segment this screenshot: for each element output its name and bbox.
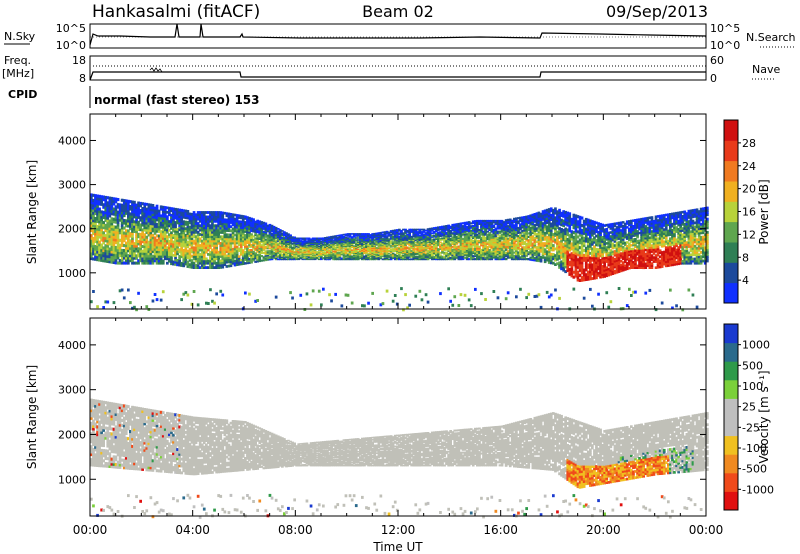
y-tick-label: 3000 <box>58 384 86 397</box>
colorbar-tick-label: 12 <box>742 228 756 241</box>
colorbar-swatch <box>724 472 738 492</box>
y-tick-label: 3000 <box>58 179 86 192</box>
x-tick-label: 00:00 <box>689 523 724 537</box>
nsearch-tick-top: 10^5 <box>710 22 740 35</box>
power-echo-area <box>90 193 709 312</box>
x-tick-label: 04:00 <box>175 523 210 537</box>
cpid-label: CPID <box>8 88 37 101</box>
colorbar-tick-label: 24 <box>742 160 756 173</box>
power-ylabel: Slant Range [km] <box>25 160 39 264</box>
station-title: Hankasalmi (fitACF) <box>92 2 260 22</box>
colorbar-swatch <box>724 454 738 474</box>
power-colorbar: 4 8 12 16 20 24 28 <box>723 119 756 304</box>
nsky-panel <box>89 23 707 49</box>
colorbar-swatch <box>724 435 738 455</box>
nave-tick-top: 60 <box>710 54 724 67</box>
freq-tick-top: 18 <box>72 54 86 67</box>
colorbar-tick-label: -1000 <box>742 483 774 496</box>
colorbar-swatch <box>724 262 738 284</box>
x-tick-label: 20:00 <box>586 523 621 537</box>
colorbar-tick-label: 8 <box>742 251 749 264</box>
colorbar-tick-label: 20 <box>742 183 756 196</box>
colorbar-tick-label: 28 <box>742 137 756 150</box>
colorbar-tick-label: 25 <box>742 401 756 414</box>
colorbar-tick-label: -500 <box>742 463 767 476</box>
freq-label: Freq. <box>4 54 31 67</box>
colorbar-tick-label: 16 <box>742 206 756 219</box>
velocity-axes: 1000 2000 3000 4000 <box>58 318 707 516</box>
colorbar-swatch <box>724 342 738 362</box>
x-tick-label: 16:00 <box>483 523 518 537</box>
colorbar-swatch <box>724 361 738 381</box>
nave-tick-bottom: 0 <box>710 72 717 85</box>
beam-title: Beam 02 <box>362 2 434 21</box>
colorbar-swatch <box>724 221 738 243</box>
date-title: 09/Sep/2013 <box>606 2 708 21</box>
freq-panel <box>89 55 707 81</box>
colorbar-tick-label: 500 <box>742 359 763 372</box>
nsky-trace <box>89 23 707 46</box>
cpid-text: normal (fast stereo) 153 <box>94 93 260 107</box>
colorbar-tick-label: 4 <box>742 274 749 287</box>
colorbar-tick-label: 100 <box>742 380 763 393</box>
y-tick-label: 2000 <box>58 223 86 236</box>
power-colorbar-label: Power [dB] <box>757 179 771 244</box>
nsky-label: N.Sky <box>4 30 36 43</box>
colorbar-swatch <box>724 324 738 344</box>
colorbar-swatch <box>724 379 738 399</box>
velocity-echo-area <box>90 398 709 519</box>
time-axis: 00:00 04:00 08:00 12:00 16:00 20:00 00:00 <box>73 523 724 537</box>
freq-trace <box>89 71 706 81</box>
nsky-tick-bottom: 10^0 <box>56 39 86 52</box>
freq-unit: [MHz] <box>2 67 34 80</box>
colorbar-swatch <box>724 398 738 418</box>
colorbar-tick-label: 1000 <box>742 339 770 352</box>
colorbar-tick-label: -25 <box>742 421 760 434</box>
velocity-ylabel: Slant Range [km] <box>25 365 39 469</box>
y-tick-label: 1000 <box>58 473 86 486</box>
y-tick-label: 4000 <box>58 134 86 147</box>
x-tick-label: 08:00 <box>278 523 313 537</box>
nsearch-label: N.Search <box>746 31 796 44</box>
colorbar-swatch <box>724 160 738 182</box>
colorbar-swatch <box>724 242 738 263</box>
power-panel: 1000 2000 3000 4000 Slant Range [km] 4 8 12 16… <box>25 113 771 312</box>
colorbar-swatch <box>724 201 738 223</box>
x-axis-label: Time UT <box>372 540 423 554</box>
colorbar-swatch <box>724 282 738 304</box>
nsky-tick-top: 10^5 <box>56 22 86 35</box>
colorbar-swatch <box>724 120 738 141</box>
nave-label: Nave <box>752 63 780 76</box>
velocity-colorbar: 1000 500 100 25 -25 -100 -500 -1000 <box>723 323 774 511</box>
colorbar-swatch <box>724 417 738 437</box>
colorbar-tick-label: -100 <box>742 442 767 455</box>
y-tick-label: 4000 <box>58 339 86 352</box>
x-tick-label: 12:00 <box>381 523 416 537</box>
y-tick-label: 2000 <box>58 428 86 441</box>
nsearch-tick-bottom: 10^0 <box>710 39 740 52</box>
colorbar-swatch <box>724 491 738 511</box>
velocity-colorbar-label: Velocity [m s⁻¹] <box>757 370 771 463</box>
colorbar-swatch <box>724 140 738 162</box>
freq-tick-bottom: 8 <box>79 72 86 85</box>
x-tick-label: 00:00 <box>73 523 108 537</box>
y-tick-label: 1000 <box>58 267 86 280</box>
colorbar-swatch <box>724 181 738 202</box>
power-axes: 1000 2000 3000 4000 <box>58 114 707 309</box>
velocity-panel: 1000 2000 3000 4000 Slant Range [km] 1000 50… <box>25 317 774 519</box>
